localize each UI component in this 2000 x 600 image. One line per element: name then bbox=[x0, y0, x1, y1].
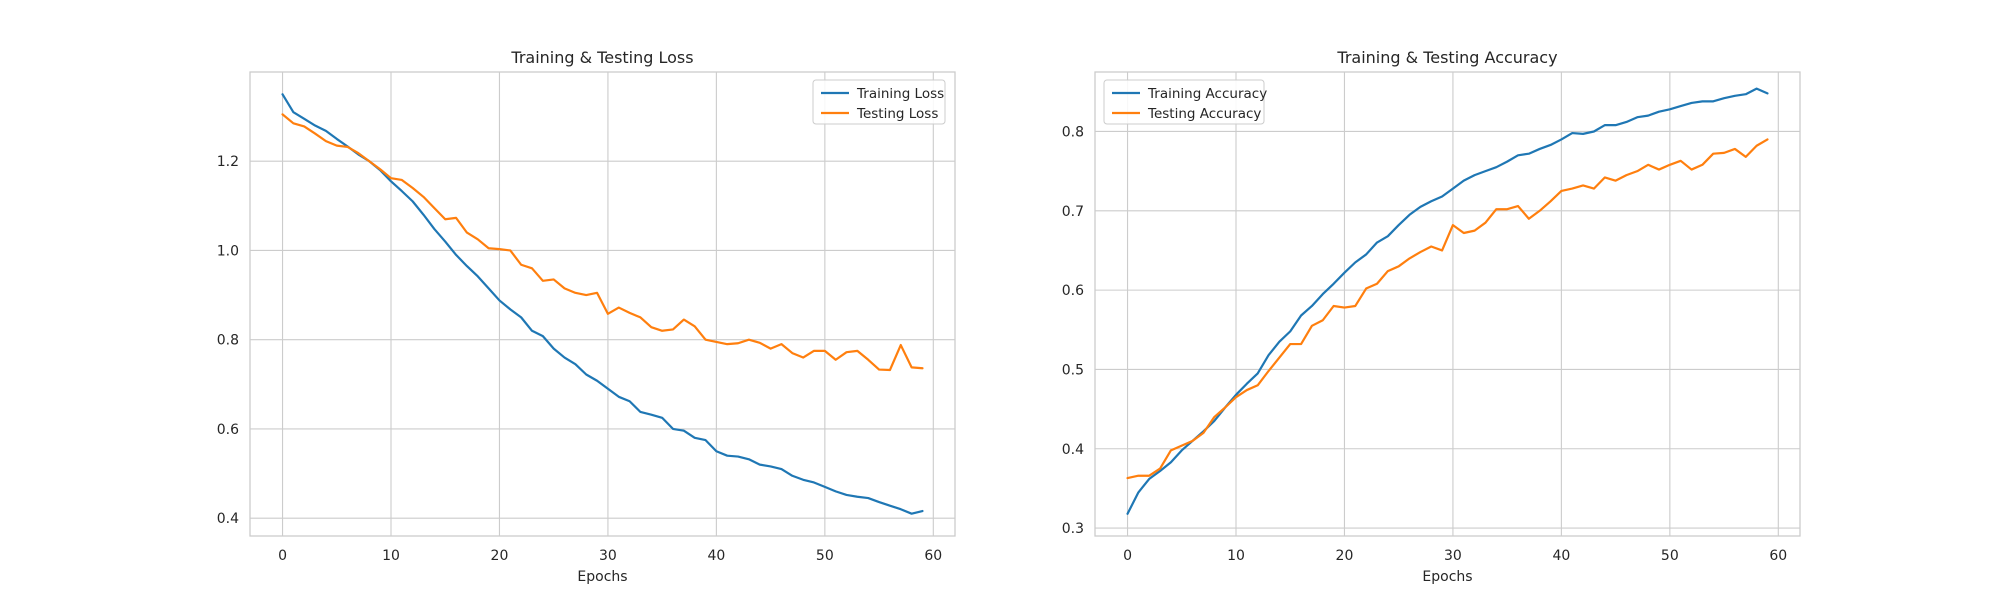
chart-1-ytick-label-0_3: 0.3 bbox=[1062, 521, 1084, 537]
chart-1-ytick-label-0_8: 0.8 bbox=[1062, 124, 1084, 140]
chart-0-xtick-label-60: 60 bbox=[924, 548, 942, 564]
chart-1-xtick-label-50: 50 bbox=[1661, 548, 1679, 564]
chart-0-grid bbox=[250, 72, 955, 536]
chart-0-xtick-label-50: 50 bbox=[816, 548, 834, 564]
chart-1-title: Training & Testing Accuracy bbox=[1336, 48, 1557, 67]
chart-0-ytick-label-1: 1.0 bbox=[217, 243, 239, 259]
chart-1-series-training-accuracy bbox=[1126, 87, 1769, 515]
chart-0-legend-label-training-loss: Training Loss bbox=[856, 86, 944, 102]
chart-1-ytick-label-0_5: 0.5 bbox=[1062, 362, 1084, 378]
chart-0-legend-label-testing-loss: Testing Loss bbox=[856, 106, 938, 122]
chart-1-ytick-label-0_7: 0.7 bbox=[1062, 204, 1084, 220]
chart-1-legend-label-testing-accuracy: Testing Accuracy bbox=[1147, 106, 1261, 122]
chart-0: 0 10 20 30 40 50 60 0.4 0.6 0.8 1.0 1.2 Training & T… bbox=[217, 48, 956, 585]
chart-1-xtick-label-30: 30 bbox=[1444, 548, 1462, 564]
chart-0-xtick-label-40: 40 bbox=[707, 548, 725, 564]
chart-0-title: Training & Testing Loss bbox=[510, 48, 693, 67]
chart-1-xtick-label-10: 10 bbox=[1227, 548, 1245, 564]
chart-1-xtick-label-60: 60 bbox=[1769, 548, 1787, 564]
chart-1: 0 10 20 30 40 50 60 0.3 0.4 0.5 0.6 0.7 0.8 Training … bbox=[1062, 48, 1801, 585]
chart-0-xtick-label-30: 30 bbox=[599, 548, 617, 564]
chart-0-series-testing-loss bbox=[281, 113, 924, 372]
chart-0-xtick-label-20: 20 bbox=[491, 548, 509, 564]
chart-0-xtick-label-0: 0 bbox=[278, 548, 287, 564]
chart-0-ytick-label-0_4: 0.4 bbox=[217, 511, 239, 527]
chart-1-legend-label-training-accuracy: Training Accuracy bbox=[1147, 86, 1267, 102]
chart-0-xtick-label-10: 10 bbox=[382, 548, 400, 564]
chart-0-ytick-label-0_6: 0.6 bbox=[217, 422, 239, 438]
chart-1-legend: Training Accuracy Testing Accuracy bbox=[1103, 79, 1267, 125]
chart-1-xtick-label-40: 40 bbox=[1552, 548, 1570, 564]
chart-1-plot-area bbox=[1094, 71, 1801, 537]
chart-0-legend: Training Loss Testing Loss bbox=[812, 79, 946, 125]
chart-1-grid bbox=[1095, 72, 1800, 536]
chart-1-xtick-label-0: 0 bbox=[1123, 548, 1132, 564]
chart-1-xlabel: Epochs bbox=[1422, 569, 1472, 585]
chart-1-xtick-label-20: 20 bbox=[1336, 548, 1354, 564]
chart-1-ytick-label-0_4: 0.4 bbox=[1062, 442, 1084, 458]
chart-0-xlabel: Epochs bbox=[577, 569, 627, 585]
chart-1-legend-box bbox=[1103, 79, 1265, 125]
chart-1-series-testing-accuracy bbox=[1126, 138, 1769, 480]
chart-1-ytick-label-0_6: 0.6 bbox=[1062, 283, 1084, 299]
chart-0-series-training-loss bbox=[281, 93, 924, 515]
chart-0-ytick-label-0_8: 0.8 bbox=[217, 333, 239, 349]
chart-0-ytick-label-1_2: 1.2 bbox=[217, 154, 239, 170]
